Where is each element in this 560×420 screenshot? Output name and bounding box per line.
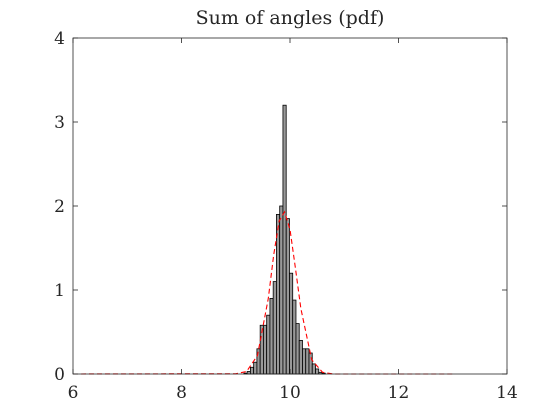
histogram-bar	[249, 366, 255, 375]
histogram-bar	[295, 323, 300, 375]
histogram-bar	[302, 348, 307, 375]
histogram-bar	[279, 205, 284, 375]
histogram-bar	[282, 104, 287, 375]
y-tick-label: 1	[54, 281, 65, 301]
y-tick-label: 4	[54, 29, 65, 49]
histogram-bar	[305, 348, 310, 375]
fit-pdf-line	[72, 210, 453, 375]
x-tick-label: 6	[68, 383, 79, 403]
histogram-bar	[315, 368, 320, 375]
histogram-bar	[269, 297, 274, 375]
histogram-bar	[272, 281, 277, 375]
histogram-bar	[276, 213, 281, 375]
x-tick-label: 10	[279, 383, 301, 403]
x-tick-label: 14	[496, 383, 518, 403]
histogram-bar	[292, 299, 297, 375]
histogram-bar	[298, 339, 303, 375]
histogram-bar	[311, 363, 316, 375]
histogram-bar	[289, 272, 294, 375]
histogram-bar	[266, 314, 271, 375]
x-tick-label: 8	[176, 383, 187, 403]
histogram-bar	[253, 361, 258, 375]
x-tick-label: 12	[388, 383, 410, 403]
histogram-bar	[263, 324, 268, 375]
y-tick-label: 2	[54, 197, 65, 217]
chart-title: Sum of angles (pdf)	[196, 7, 385, 29]
y-tick-label: 0	[54, 365, 65, 385]
histogram-bar	[285, 218, 290, 375]
y-tick-label: 3	[54, 113, 65, 133]
histogram-bar	[308, 352, 313, 375]
